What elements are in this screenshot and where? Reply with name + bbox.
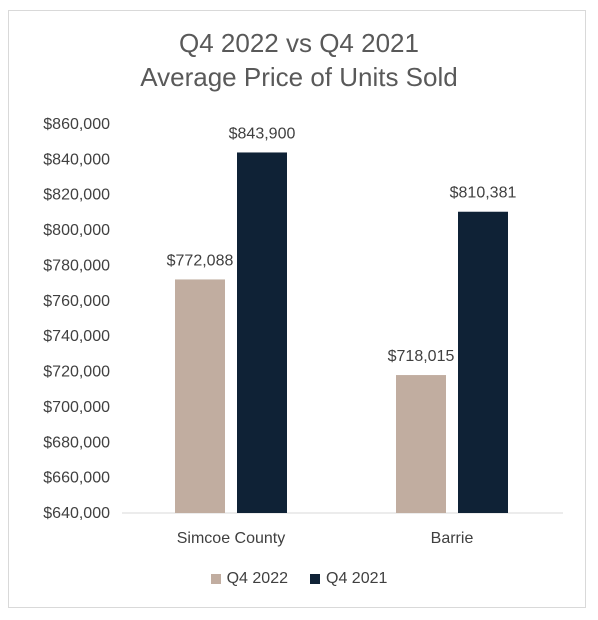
- y-tick-label: $800,000: [43, 222, 110, 239]
- chart-title: Q4 2022 vs Q4 2021: [179, 28, 419, 58]
- y-tick-label: $700,000: [43, 399, 110, 416]
- bar-q4-2021-simcoe-county: [237, 152, 287, 514]
- y-tick-label: $840,000: [43, 151, 110, 168]
- y-tick-label: $760,000: [43, 293, 110, 310]
- y-tick-label: $680,000: [43, 434, 110, 451]
- y-tick-label: $740,000: [43, 328, 110, 345]
- data-label: $772,088: [167, 252, 234, 269]
- legend-item-q4-2021: Q4 2021: [310, 570, 387, 588]
- legend-label-q4-2021: Q4 2021: [326, 570, 388, 587]
- x-category-label: Simcoe County: [177, 530, 286, 547]
- bar-q4-2022-barrie: [396, 375, 446, 513]
- y-tick-label: $780,000: [43, 257, 110, 274]
- data-label: $843,900: [229, 125, 296, 142]
- legend-item-q4-2022: Q4 2022: [210, 570, 288, 588]
- data-label: $810,381: [450, 185, 517, 202]
- bar-q4-2022-simcoe-county: [175, 279, 225, 513]
- bar-q4-2021-barrie: [458, 211, 508, 513]
- legend-label-q4-2022: Q4 2022: [226, 570, 288, 587]
- x-category-label: Barrie: [431, 530, 474, 547]
- legend-swatch-q4-2021: [310, 574, 320, 584]
- y-tick-label: $720,000: [43, 364, 110, 381]
- y-tick-label: $860,000: [43, 116, 110, 133]
- chart-legend: Q4 2022 Q4 2021: [0, 570, 598, 588]
- data-label: $718,015: [388, 348, 455, 365]
- y-tick-label: $660,000: [43, 470, 110, 487]
- chart-subtitle: Average Price of Units Sold: [140, 62, 458, 92]
- y-tick-label: $820,000: [43, 187, 110, 204]
- legend-swatch-q4-2022: [210, 574, 221, 584]
- y-tick-label: $640,000: [43, 505, 110, 522]
